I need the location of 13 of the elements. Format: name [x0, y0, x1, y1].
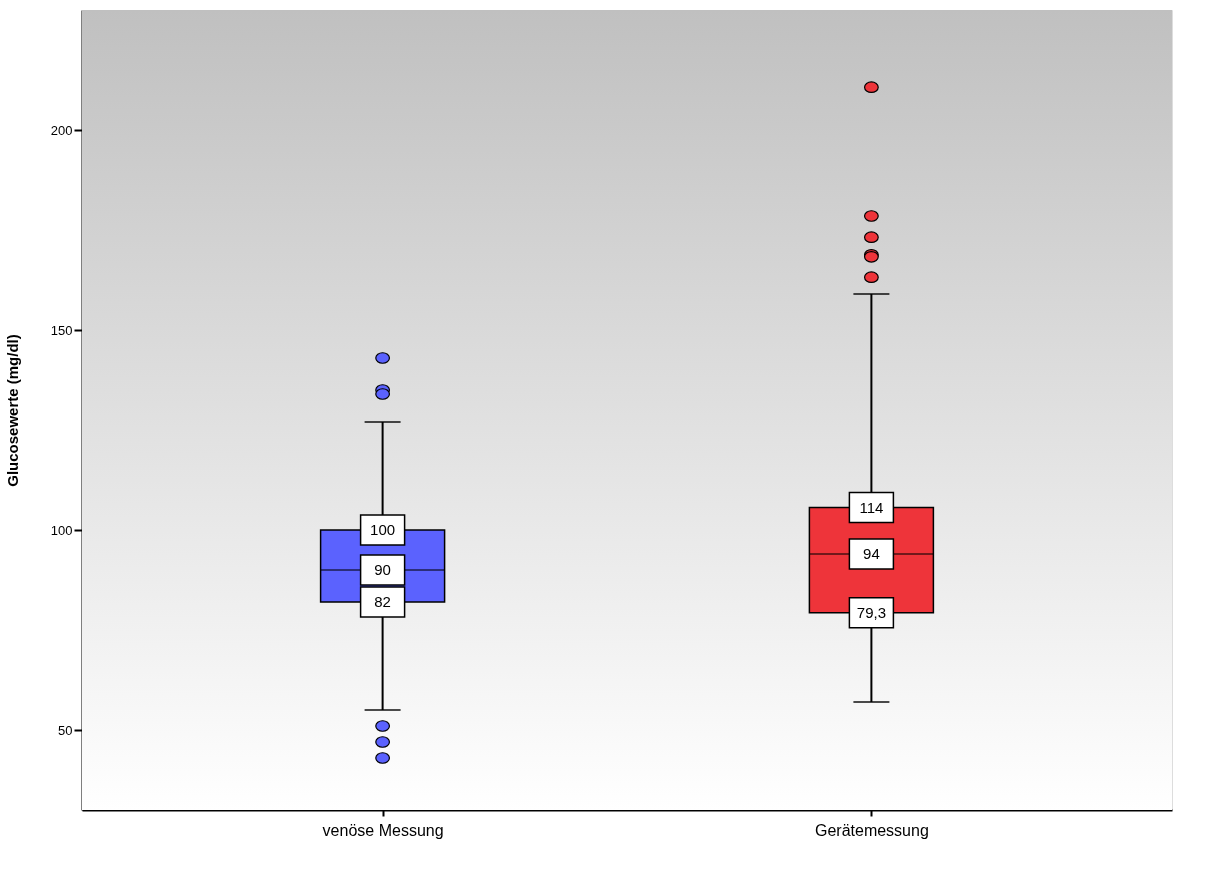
annotation: 94 — [863, 545, 880, 562]
x-tick-label: Gerätemessung — [814, 821, 929, 839]
y-axis-title: Glucosewerte (mg/dl) — [3, 334, 21, 487]
x-tick-label: venöse Messung — [322, 821, 444, 839]
annotation: 82 — [374, 593, 391, 610]
y-tick-label: 50 — [58, 722, 73, 738]
annotation: 114 — [859, 498, 884, 516]
annotation: 90 — [374, 561, 391, 578]
y-tick-label: 150 — [50, 322, 73, 338]
annotation: 100 — [370, 521, 396, 538]
y-tick-label: 100 — [50, 522, 73, 538]
y-tick-label: 200 — [50, 122, 73, 138]
annotation: 79,3 — [856, 603, 886, 621]
